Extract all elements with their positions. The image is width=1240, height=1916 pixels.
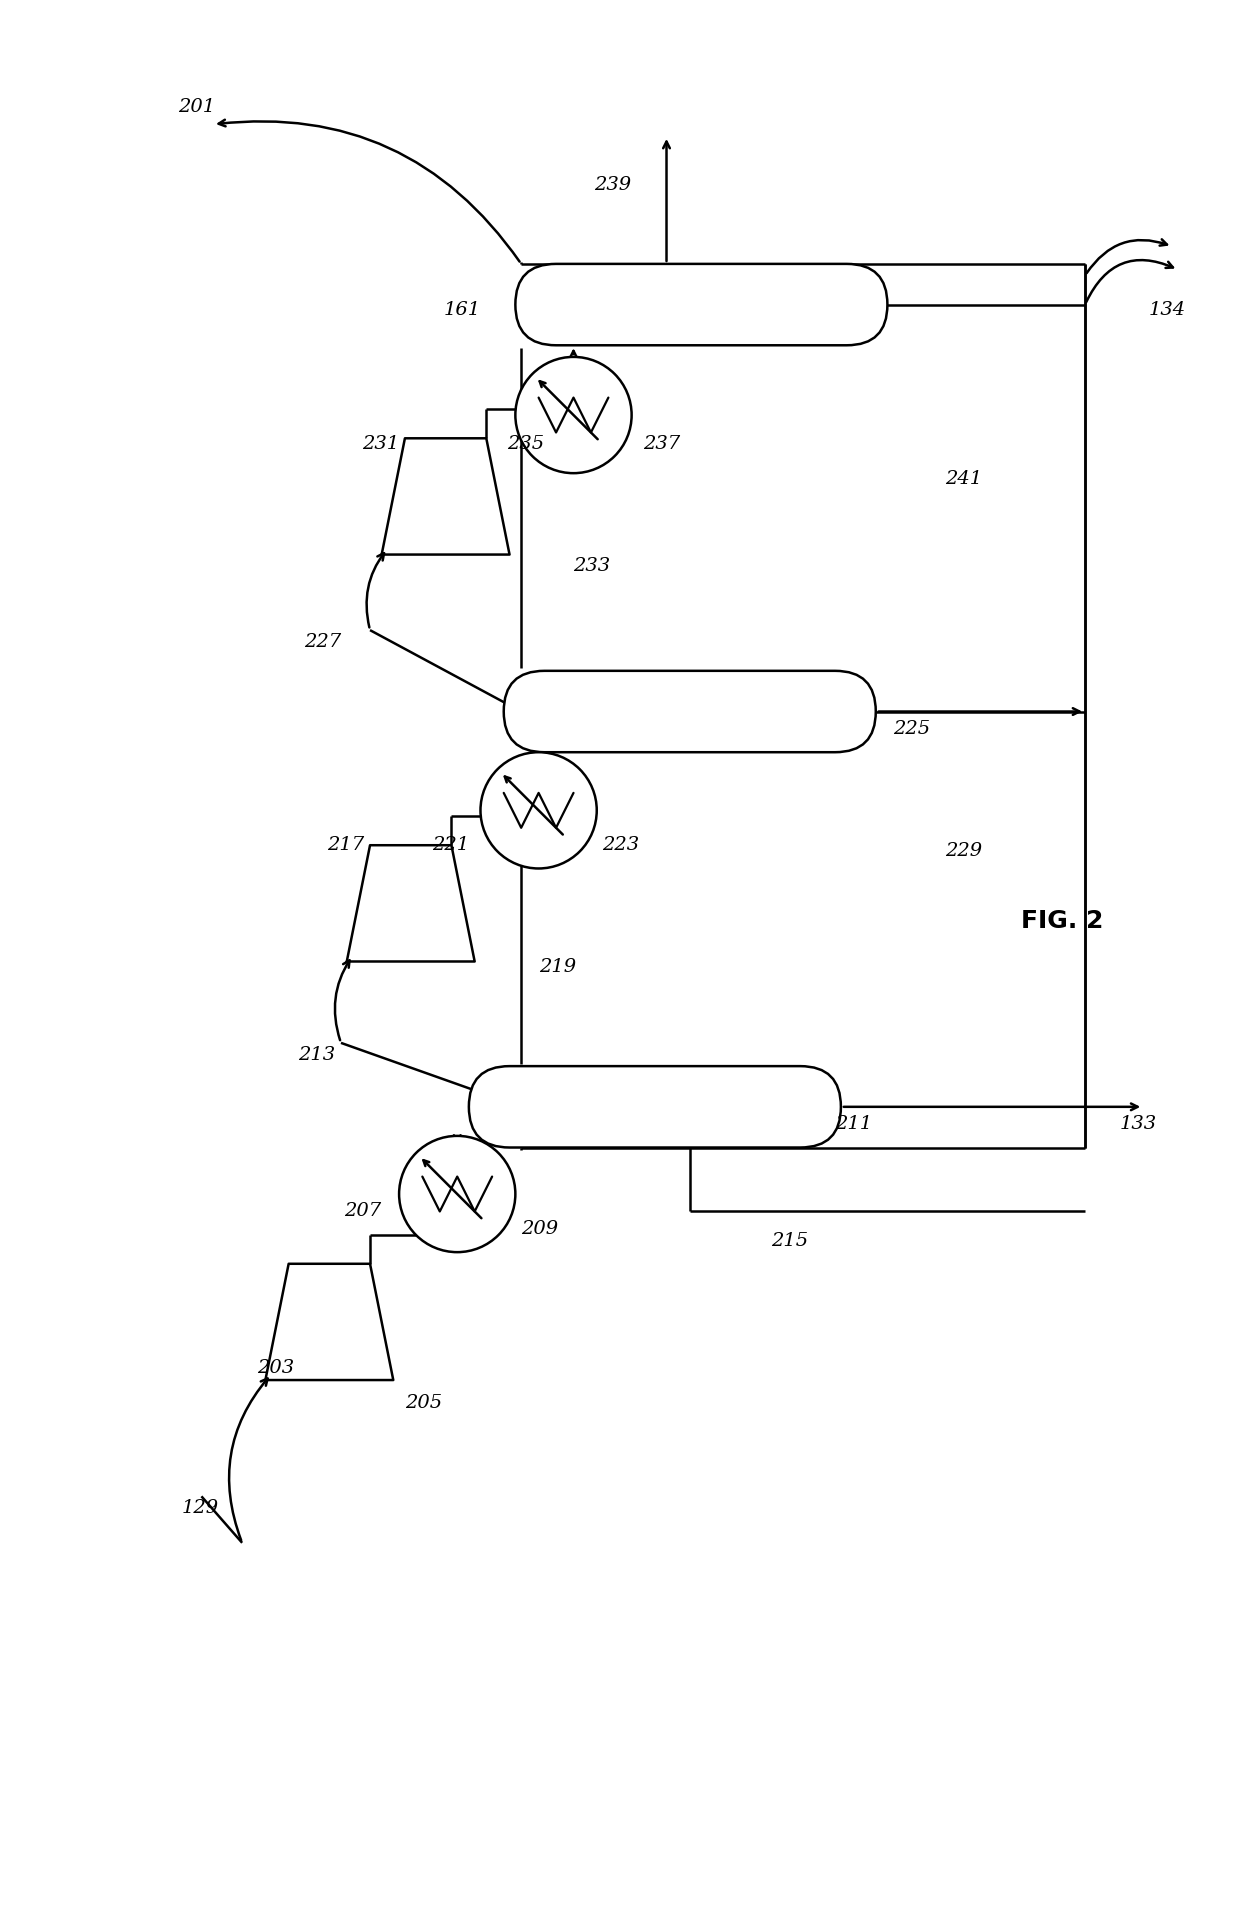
Text: 161: 161 [444, 301, 480, 320]
Text: 209: 209 [521, 1220, 558, 1238]
Text: 237: 237 [644, 435, 681, 452]
Text: 225: 225 [893, 720, 930, 738]
Text: 217: 217 [327, 835, 365, 855]
Text: 203: 203 [258, 1360, 294, 1378]
Text: 241: 241 [946, 469, 982, 489]
Text: 239: 239 [594, 176, 631, 194]
Text: 233: 233 [573, 558, 610, 575]
Text: 213: 213 [298, 1046, 335, 1063]
Text: 221: 221 [432, 835, 469, 855]
FancyBboxPatch shape [469, 1065, 841, 1148]
FancyBboxPatch shape [516, 264, 888, 345]
Text: 227: 227 [304, 632, 341, 651]
Circle shape [480, 753, 596, 868]
Text: 229: 229 [946, 841, 982, 860]
Text: 235: 235 [507, 435, 544, 452]
Text: 207: 207 [345, 1203, 382, 1220]
Text: 231: 231 [362, 435, 399, 452]
Text: 133: 133 [1120, 1115, 1157, 1132]
Circle shape [516, 356, 631, 473]
Text: 211: 211 [835, 1115, 872, 1132]
Text: 129: 129 [182, 1498, 219, 1517]
Text: 223: 223 [603, 835, 640, 855]
Text: 219: 219 [538, 958, 575, 977]
Text: 134: 134 [1149, 301, 1187, 320]
Text: 201: 201 [179, 98, 216, 117]
Text: FIG. 2: FIG. 2 [1021, 908, 1104, 933]
Circle shape [399, 1136, 516, 1253]
FancyBboxPatch shape [503, 671, 875, 753]
Text: 215: 215 [771, 1232, 808, 1249]
Text: 205: 205 [405, 1395, 441, 1412]
